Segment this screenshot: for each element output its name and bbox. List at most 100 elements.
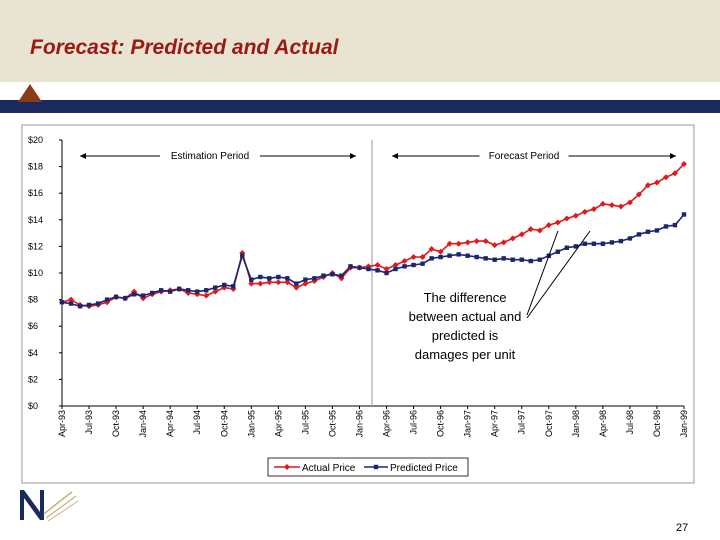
predicted-price-point [465,253,470,258]
predicted-price-point [113,294,119,300]
x-tick-label: Apr-93 [57,410,67,437]
predicted-price-point [519,257,524,262]
callout-line-lower [526,230,591,319]
title-band [0,100,720,113]
actual-price-point [500,239,507,246]
predicted-price-point [681,212,687,217]
predicted-price-point [501,256,506,261]
y-tick-label: $14 [28,215,43,225]
triangle-marker-icon [18,84,42,102]
actual-price-point [509,235,516,242]
x-tick-label: Jul-96 [409,410,419,435]
predicted-price-point [357,265,362,270]
predicted-price-point [573,244,579,249]
predicted-price-point [231,284,236,289]
actual-price-point [644,182,651,189]
predicted-price-point [555,249,560,254]
predicted-price-point [312,276,317,281]
x-tick-label: Jan-96 [354,410,364,438]
predicted-price-point [564,245,570,250]
x-tick-label: Apr-97 [490,410,500,437]
predicted-price-point [321,273,326,278]
predicted-price-point [213,285,218,290]
actual-price-point [473,238,480,245]
predicted-price-point [204,288,209,293]
actual-price-point [590,206,597,213]
actual-price-point [635,191,642,198]
actual-price-point [275,279,282,286]
x-tick-label: Jul-94 [192,410,202,435]
actual-price-point [536,227,543,234]
x-tick-label: Jul-95 [300,410,310,435]
x-tick-label: Apr-96 [382,410,392,437]
predicted-price-point [285,276,290,281]
x-tick-label: Jan-94 [138,410,148,438]
predicted-price-point [186,288,191,293]
predicted-price-point [618,238,624,244]
actual-price-point [563,215,570,222]
x-tick-label: Jan-99 [679,410,689,438]
predicted-price-point [645,229,651,234]
predicted-price-point [474,254,479,260]
predicted-price-point [167,289,173,294]
x-tick-label: Apr-95 [273,410,283,437]
actual-price-point [419,254,426,261]
x-tick-label: Oct-94 [219,410,229,437]
actual-price-point [446,240,453,247]
actual-price-point [302,280,309,287]
actual-price-point [681,160,687,167]
damages-annotation: The difference between actual and predic… [408,290,522,362]
x-tick-label: Jul-98 [625,410,635,435]
predicted-price-point [402,264,407,269]
y-tick-label: $4 [28,348,38,358]
x-tick-label: Jan-97 [463,410,473,438]
predicted-price-point [591,241,597,246]
actual-price-point [401,258,408,265]
estimation-period-arrowhead-right-icon [350,153,356,159]
y-tick-label: $18 [28,162,43,172]
actual-price-point [455,240,462,247]
forecast-period-arrowhead-left-icon [392,153,398,159]
y-tick-label: $12 [28,241,43,251]
predicted-price-point [384,270,389,276]
x-tick-label: Oct-95 [327,410,337,437]
predicted-price-point [104,297,110,302]
actual-price-point [527,226,534,233]
company-logo-icon [14,484,80,524]
actual-price-point [68,296,75,303]
y-tick-label: $8 [28,295,38,305]
predicted-price-point [176,286,182,292]
forecast-period-arrowhead-right-icon [670,153,676,159]
predicted-price-point [510,257,515,262]
actual-price-point [545,222,552,229]
actual-price-point [266,279,273,286]
actual-price-point [653,179,660,186]
x-tick-label: Oct-98 [652,410,662,437]
predicted-price-point [131,292,137,297]
actual-price-point [392,262,399,269]
x-tick-label: Jul-97 [517,410,527,435]
predicted-price-point [627,236,633,241]
x-tick-label: Apr-94 [165,410,175,437]
x-tick-label: Oct-96 [436,410,446,437]
predicted-price-point [195,289,200,294]
predicted-price-point [68,301,74,306]
actual-price-point [293,284,300,291]
actual-price-point [608,202,615,209]
actual-price-point [662,174,669,181]
chart-frame [21,124,695,484]
legend-predicted-marker-icon [373,464,379,470]
predicted-price-point [582,241,588,246]
predicted-price-point [95,301,101,306]
predicted-price-point [267,276,272,281]
callout-line-upper [526,230,559,316]
page-title: Forecast: Predicted and Actual [30,36,339,59]
predicted-price-point [600,241,606,246]
y-tick-label: $10 [28,268,43,278]
predicted-price-point [609,240,615,245]
predicted-price-point [663,224,669,229]
predicted-price-point [249,277,254,282]
predicted-price-point [438,254,443,260]
predicted-price-point [276,274,281,280]
